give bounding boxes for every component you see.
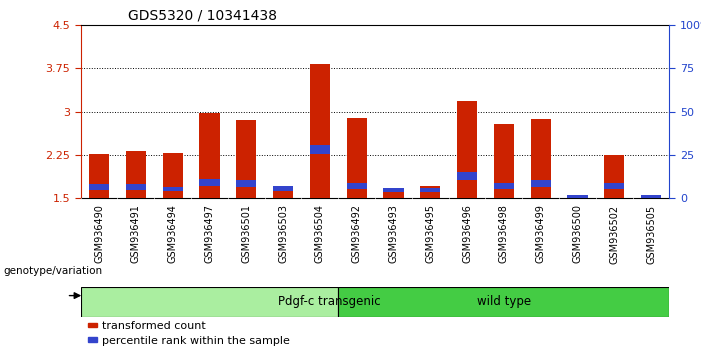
- Bar: [604, 155, 625, 198]
- Text: GSM936504: GSM936504: [315, 205, 325, 263]
- Text: GDS5320 / 10341438: GDS5320 / 10341438: [128, 8, 277, 22]
- Bar: [531, 180, 551, 187]
- Bar: [199, 178, 219, 185]
- Bar: [125, 184, 146, 190]
- Text: GSM936493: GSM936493: [388, 205, 398, 263]
- Text: GSM936505: GSM936505: [646, 205, 656, 264]
- Text: GSM936500: GSM936500: [573, 205, 583, 263]
- Text: GSM936492: GSM936492: [352, 205, 362, 263]
- Bar: [567, 195, 587, 198]
- Bar: [81, 287, 338, 317]
- Bar: [641, 195, 661, 198]
- Bar: [420, 188, 440, 193]
- Text: wild type: wild type: [477, 295, 531, 308]
- Text: genotype/variation: genotype/variation: [4, 266, 102, 276]
- Bar: [163, 153, 183, 198]
- Bar: [163, 187, 183, 191]
- Bar: [346, 119, 367, 198]
- Bar: [338, 287, 669, 317]
- Bar: [641, 195, 661, 198]
- Bar: [494, 183, 514, 189]
- Text: GSM936502: GSM936502: [609, 205, 619, 264]
- Text: GSM936494: GSM936494: [168, 205, 177, 263]
- Bar: [420, 185, 440, 198]
- Text: Pdgf-c transgenic: Pdgf-c transgenic: [278, 295, 381, 308]
- Bar: [346, 183, 367, 189]
- Bar: [310, 64, 330, 198]
- Text: GSM936497: GSM936497: [205, 205, 215, 263]
- Bar: [310, 145, 330, 154]
- Bar: [383, 188, 404, 198]
- Bar: [567, 195, 587, 198]
- Bar: [236, 180, 257, 187]
- Bar: [273, 185, 293, 191]
- Text: GSM936499: GSM936499: [536, 205, 545, 263]
- Text: GSM936495: GSM936495: [426, 205, 435, 263]
- Bar: [89, 184, 109, 190]
- Bar: [273, 188, 293, 198]
- Text: percentile rank within the sample: percentile rank within the sample: [102, 336, 290, 346]
- Bar: [604, 183, 625, 189]
- Bar: [531, 119, 551, 198]
- Text: GSM936503: GSM936503: [278, 205, 288, 263]
- Bar: [457, 172, 477, 180]
- Bar: [494, 124, 514, 198]
- Text: GSM936501: GSM936501: [241, 205, 251, 263]
- Text: transformed count: transformed count: [102, 321, 206, 331]
- Bar: [125, 151, 146, 198]
- Text: GSM936490: GSM936490: [94, 205, 104, 263]
- Bar: [457, 101, 477, 198]
- Text: GSM936491: GSM936491: [131, 205, 141, 263]
- Text: GSM936496: GSM936496: [462, 205, 472, 263]
- Text: GSM936498: GSM936498: [499, 205, 509, 263]
- Bar: [89, 154, 109, 198]
- Bar: [383, 188, 404, 193]
- Bar: [199, 113, 219, 198]
- Bar: [236, 120, 257, 198]
